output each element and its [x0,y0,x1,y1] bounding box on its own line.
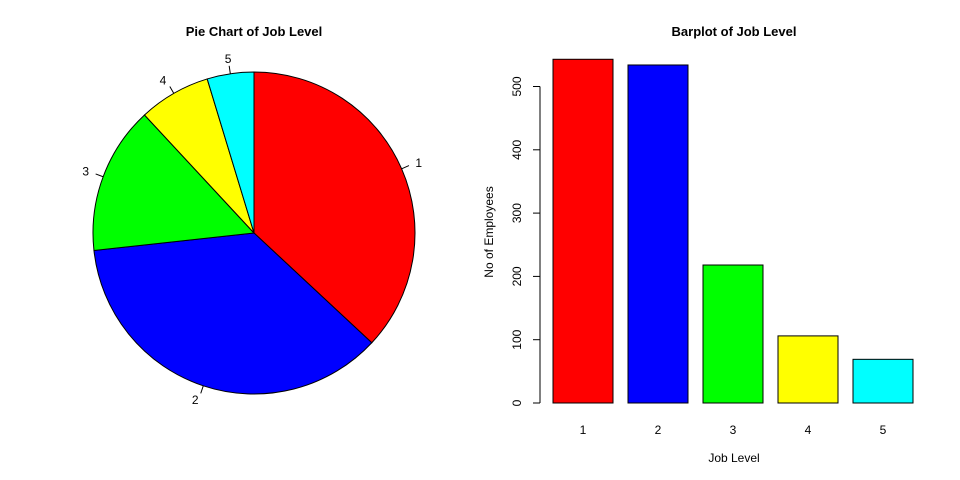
y-tick-label-200: 200 [510,266,524,286]
y-tick-label-300: 300 [510,203,524,223]
pie-slice-label-5: 5 [225,52,232,66]
pie-slice-label-3: 3 [82,165,89,179]
bar-3 [702,264,764,404]
pie-label-leader-1 [401,165,410,170]
pie-chart: Pie Chart of Job Level 1 2 3 4 5 [82,24,422,407]
bar-5 [852,358,914,404]
pie-slice-5 [206,71,255,234]
x-tick-label-5: 5 [880,423,887,437]
bar-2 [627,64,689,404]
pie-chart-title: Pie Chart of Job Level [186,24,323,39]
pie-label-leader-5 [228,65,231,74]
y-tick-label-500: 500 [510,76,524,96]
pie-label-leader-3 [95,173,104,178]
bar-1 [552,58,614,404]
bar-chart-x-axis-label: Job Level [708,451,759,465]
y-tick-label-400: 400 [510,139,524,159]
x-tick-label-4: 4 [805,423,812,437]
pie-slice-2 [93,232,373,395]
pie-label-leader-2 [200,385,204,394]
pie-slice-label-1: 1 [415,156,422,170]
bar-chart-title: Barplot of Job Level [672,24,797,39]
x-tick-label-2: 2 [655,423,662,437]
y-tick-label-100: 100 [510,329,524,349]
y-tick-label-0: 0 [510,399,524,406]
pie-slice-label-4: 4 [160,73,167,87]
pie-slice-3 [92,114,256,252]
x-tick-label-3: 3 [730,423,737,437]
bar-chart-y-axis-label: No of Employees [482,186,496,277]
pie-label-leader-4 [169,86,175,94]
pie-slice-label-2: 2 [192,393,199,407]
x-tick-label-1: 1 [580,423,587,437]
bar-4 [777,335,839,404]
bar-chart: Barplot of Job Level Job Level No of Emp… [482,24,914,465]
